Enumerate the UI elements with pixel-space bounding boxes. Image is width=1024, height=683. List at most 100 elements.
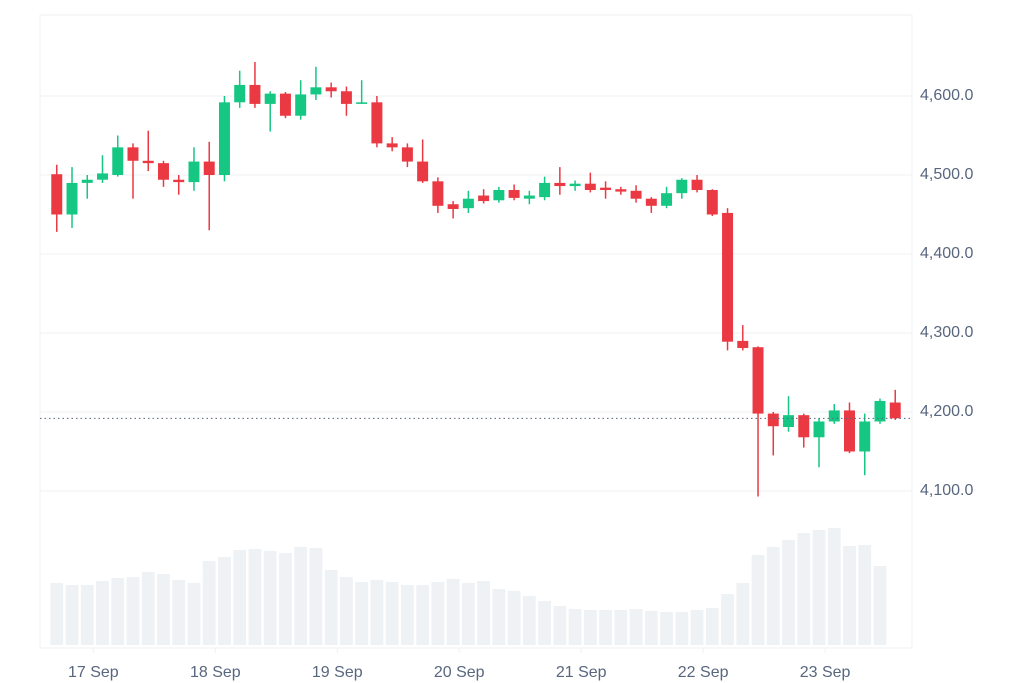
- candle-body: [539, 182, 551, 198]
- candle-body: [310, 87, 322, 95]
- volume-bar: [614, 610, 628, 645]
- candle-body: [523, 195, 535, 199]
- volume-bar: [233, 550, 247, 645]
- candle-body: [371, 102, 383, 144]
- volume-bar: [65, 585, 79, 645]
- volume-bar: [858, 545, 872, 645]
- x-tick-label: 18 Sep: [190, 664, 241, 681]
- candle-body: [676, 179, 688, 194]
- volume-bar: [843, 546, 856, 645]
- volume-bar: [599, 610, 612, 645]
- volume-bar: [675, 612, 689, 645]
- candle-body: [493, 190, 505, 201]
- candle-body: [798, 415, 810, 438]
- candle-body: [356, 102, 368, 104]
- x-tick-label: 21 Sep: [556, 664, 607, 681]
- volume-bar: [477, 581, 491, 645]
- candle-body: [844, 410, 855, 452]
- candle-body: [783, 415, 795, 428]
- volume-bar: [385, 582, 399, 645]
- volume-bar: [522, 596, 536, 645]
- x-tick-label: 22 Sep: [678, 664, 729, 681]
- candle-body: [645, 198, 657, 206]
- volume-bar: [721, 594, 734, 645]
- candle-body: [569, 183, 581, 187]
- volume-bar: [309, 548, 323, 645]
- volume-bar: [50, 583, 64, 645]
- volume-bar: [400, 585, 414, 645]
- volume-bar: [218, 557, 231, 645]
- volume-bar: [797, 533, 811, 645]
- volume-bar: [263, 551, 277, 645]
- candle-body: [447, 204, 459, 209]
- y-tick-label: 4,600.0: [920, 87, 973, 104]
- candle-body: [615, 189, 627, 192]
- candle-body: [142, 160, 154, 164]
- candle-body: [554, 182, 566, 187]
- volume-bar: [324, 570, 338, 645]
- volume-bar: [568, 609, 582, 645]
- volume-bar: [538, 601, 552, 645]
- candle-body: [279, 93, 291, 116]
- volume-bar: [431, 582, 445, 645]
- candle-body: [767, 413, 779, 427]
- volume-bar: [873, 566, 887, 645]
- volume-bar: [507, 591, 521, 645]
- candle-body: [127, 147, 139, 161]
- candle-body: [325, 87, 337, 92]
- candle-body: [51, 174, 63, 215]
- volume-bar: [96, 581, 109, 645]
- candle-body: [661, 193, 673, 206]
- candle-body: [203, 161, 215, 175]
- candle-body: [828, 410, 840, 422]
- x-tick-label: 17 Sep: [68, 664, 119, 681]
- candle-body: [706, 190, 718, 215]
- y-tick-label: 4,200.0: [920, 403, 973, 420]
- plot-frame: [39, 14, 913, 649]
- candle-body: [737, 340, 749, 349]
- candle-body: [859, 421, 871, 452]
- candle-body: [188, 161, 200, 183]
- volume-bar: [141, 572, 155, 645]
- candle-body: [874, 400, 886, 422]
- x-tick-label: 19 Sep: [312, 664, 363, 681]
- volume-bar: [111, 578, 125, 645]
- candle-body: [340, 91, 352, 104]
- candle-body: [66, 182, 78, 215]
- volume-bar: [157, 574, 170, 645]
- volume-bar: [355, 582, 369, 645]
- volume-bar: [751, 555, 765, 645]
- volume-bar: [126, 577, 140, 645]
- candle-body: [401, 147, 413, 162]
- candle-body: [295, 94, 307, 116]
- candle-body: [813, 421, 825, 438]
- volume-bar: [736, 583, 750, 645]
- candle-body: [234, 84, 246, 103]
- candle-body: [691, 179, 703, 191]
- candle-body: [432, 181, 444, 206]
- volume-bar: [690, 610, 704, 645]
- candle-body: [97, 173, 108, 180]
- candle-body: [173, 179, 185, 183]
- volume-bar: [416, 585, 430, 645]
- volume-bar: [461, 583, 475, 645]
- volume-bar: [446, 579, 460, 645]
- candle-body: [889, 402, 901, 419]
- volume-bar: [294, 547, 308, 645]
- y-tick-label: 4,300.0: [920, 324, 973, 341]
- volume-bar: [340, 577, 353, 645]
- volume-bar: [370, 580, 384, 645]
- candle-body: [462, 198, 474, 209]
- y-tick-label: 4,500.0: [920, 166, 973, 183]
- volume-bar: [660, 612, 673, 645]
- candle-body: [630, 190, 642, 199]
- y-tick-label: 4,400.0: [920, 245, 973, 262]
- candle-body: [752, 347, 764, 414]
- volume-bar: [827, 528, 841, 645]
- volume-bar: [644, 611, 658, 645]
- volume-bar: [766, 547, 780, 645]
- volume-bar: [629, 609, 643, 645]
- volume-bar: [279, 553, 292, 645]
